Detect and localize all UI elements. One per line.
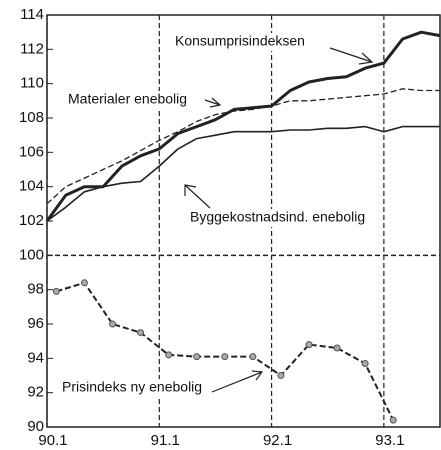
point-marker: [221, 353, 229, 361]
label-background: [173, 33, 307, 51]
y-tick-label: 94: [27, 349, 44, 366]
point-marker: [305, 341, 313, 349]
series-line: [45, 30, 441, 222]
arrow: [184, 184, 211, 209]
y-tick-label: 100: [19, 246, 44, 263]
y-tick-label: 90: [27, 418, 44, 435]
y-tick-label: 102: [19, 212, 44, 229]
y-tick-label: 98: [27, 281, 44, 298]
y-tick-label: 108: [19, 109, 44, 126]
series-line: [46, 125, 440, 222]
series-label: Prisindeks ny enebolig: [62, 379, 202, 395]
label-background: [60, 379, 205, 397]
y-tick-label: 104: [19, 178, 44, 195]
series-label: Materialer enebolig: [68, 91, 187, 107]
series-line: [56, 281, 395, 421]
x-tick-label: 90.1: [38, 432, 67, 449]
arrow: [329, 47, 374, 65]
point-marker: [137, 329, 145, 337]
y-tick-label: 92: [27, 384, 44, 401]
label-background: [188, 209, 368, 227]
point-marker: [333, 344, 341, 352]
y-tick-label: 106: [19, 143, 44, 160]
y-tick-label: 96: [27, 315, 44, 332]
point-marker: [109, 320, 116, 328]
point-marker: [249, 353, 257, 361]
point-marker: [277, 372, 285, 379]
y-tick-label: 114: [20, 6, 44, 23]
series-label: Byggekostnadsind. enebolig: [190, 209, 365, 225]
point-marker: [165, 351, 173, 359]
y-tick-label: 110: [20, 75, 44, 92]
point-marker: [389, 416, 397, 424]
arrow: [211, 370, 264, 393]
point-marker: [52, 287, 60, 295]
label-background: [66, 91, 190, 109]
x-tick-label: 92.1: [263, 432, 292, 449]
point-marker: [80, 279, 88, 287]
point-marker: [193, 353, 201, 361]
annotation-arrows: [184, 47, 374, 393]
x-tick-label: 93.1: [375, 432, 404, 449]
y-tick-label: 112: [20, 40, 44, 57]
point-marker: [361, 359, 369, 367]
series-line: [46, 88, 440, 205]
x-tick-label: 91.1: [151, 432, 180, 449]
arrow: [204, 97, 222, 108]
series-label: Konsumprisindeksen: [175, 33, 305, 49]
